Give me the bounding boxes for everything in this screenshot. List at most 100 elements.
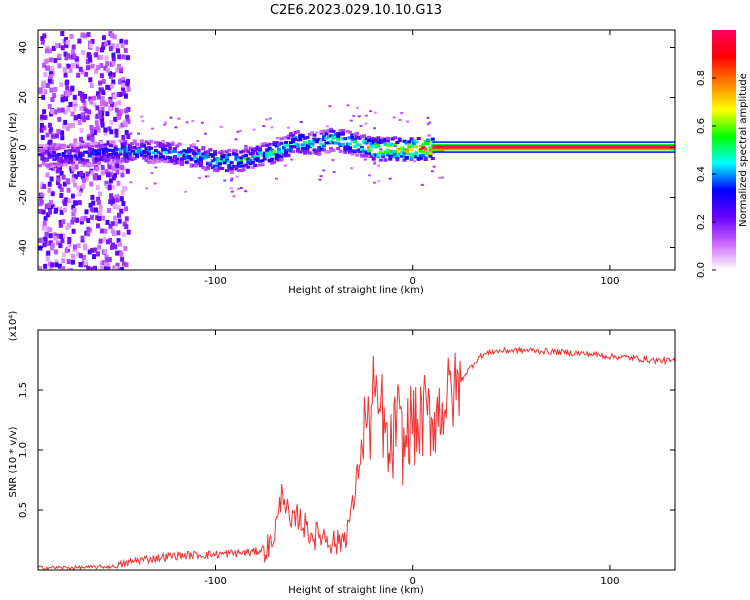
spectrogram-cell xyxy=(236,162,241,166)
spectrogram-cell xyxy=(45,132,50,138)
spectrogram-cell xyxy=(66,156,71,160)
spectrogram-cell xyxy=(120,172,125,178)
spectrogram-cell xyxy=(184,190,188,193)
spectrogram-cell xyxy=(96,223,100,229)
spectrogram-cell xyxy=(146,155,151,159)
spectrogram-cell xyxy=(208,148,213,152)
spectrogram-cell xyxy=(319,138,324,142)
spectrogram-cell xyxy=(390,154,395,158)
spectrogram-cell xyxy=(129,132,133,135)
spectrogram-cell xyxy=(201,152,206,156)
spectrogram-cell xyxy=(393,155,397,159)
spectrogram-cell xyxy=(64,37,69,43)
spectrogram-cell xyxy=(388,154,393,158)
spectrogram-cell xyxy=(70,219,75,225)
spectrogram-cell xyxy=(48,227,53,233)
spectrogram-cell xyxy=(82,106,87,112)
spectrogram-cell xyxy=(41,225,46,231)
spectrogram-cell xyxy=(343,147,348,151)
spectrogram-cell xyxy=(104,254,109,260)
spectrogram-x-tick-label: 100 xyxy=(600,276,619,287)
spectrogram-cell xyxy=(61,159,66,163)
spectrogram-cell xyxy=(87,163,92,167)
spectrogram-cell xyxy=(40,114,45,120)
spectrogram-cell xyxy=(208,152,213,156)
spectrogram-cell xyxy=(73,138,78,144)
spectrogram-cell xyxy=(57,116,62,122)
spectrogram-cell xyxy=(45,83,50,88)
spectrogram-cell xyxy=(108,46,113,52)
spectrogram-cell xyxy=(109,148,113,152)
spectrogram-cell xyxy=(222,161,227,165)
spectrogram-cell xyxy=(121,82,126,88)
spectrogram-cell xyxy=(167,161,171,164)
spectrogram-cell xyxy=(234,149,239,153)
spectrogram-cell xyxy=(107,164,112,170)
spectrogram-cell xyxy=(400,146,405,150)
spectrogram-cell xyxy=(355,153,360,157)
spectrogram-cell xyxy=(144,158,149,162)
spectrogram-cell xyxy=(77,114,82,119)
spectrogram-cell xyxy=(281,149,286,153)
spectrogram-cell xyxy=(217,162,222,166)
spectrogram-cell xyxy=(126,106,131,112)
spectrogram-cell xyxy=(120,157,125,161)
spectrogram-cell xyxy=(367,145,371,149)
spectrogram-cell xyxy=(79,219,84,225)
spectrogram-cell xyxy=(66,150,71,154)
spectrogram-cell xyxy=(196,140,200,142)
spectrogram-cell xyxy=(333,141,338,145)
spectrogram-cell xyxy=(137,147,142,151)
spectrogram-cell xyxy=(50,66,55,72)
spectrogram-cell xyxy=(70,62,75,68)
spectrogram-cell xyxy=(46,212,51,218)
spectrogram-cell xyxy=(343,149,348,153)
spectrogram-cell xyxy=(194,160,199,164)
spectrogram-cell xyxy=(291,150,296,154)
spectrogram-cell xyxy=(101,148,106,151)
spectrogram-cell xyxy=(104,55,109,61)
spectrogram-cell xyxy=(265,155,270,159)
spectrogram-cell xyxy=(364,114,368,117)
spectrogram-cell xyxy=(132,152,137,156)
spectrogram-cell xyxy=(307,151,312,155)
spectrogram-cell xyxy=(98,238,103,244)
spectrogram-cell xyxy=(151,127,154,130)
spectrogram-cell xyxy=(61,143,66,147)
spectrogram-cell xyxy=(113,244,118,250)
spectrogram-cell xyxy=(81,178,86,184)
spectrogram-cell xyxy=(402,139,407,143)
spectrogram-cell xyxy=(125,114,130,120)
spectrogram-cell xyxy=(122,90,127,96)
spectrogram-cell xyxy=(116,230,121,236)
spectrogram-cell xyxy=(105,111,110,117)
spectrogram-cell xyxy=(154,145,158,148)
spectrogram-cell xyxy=(106,168,111,174)
spectrogram-cell xyxy=(71,149,76,153)
spectrogram-cell xyxy=(378,158,383,162)
spectrogram-cell xyxy=(73,99,78,104)
spectrogram-cell xyxy=(156,157,161,161)
spectrogram-cell xyxy=(61,151,66,155)
spectrogram-cell xyxy=(71,156,76,162)
spectrogram-cell xyxy=(239,161,244,165)
spectrogram-cell xyxy=(355,143,360,147)
spectrogram-cell xyxy=(39,123,44,128)
spectrogram-cell xyxy=(268,117,272,120)
spectrogram-cell xyxy=(213,164,218,168)
snr-x-tick-label: 0 xyxy=(410,576,416,587)
spectrogram-cell xyxy=(112,204,117,209)
spectrogram-cell xyxy=(80,69,85,75)
spectrogram-cell xyxy=(352,138,357,141)
spectrogram-cell xyxy=(100,96,105,101)
spectrogram-cell xyxy=(109,153,113,156)
spectrogram-cell xyxy=(85,59,90,64)
spectrogram-cell xyxy=(433,149,438,153)
spectrogram-cell xyxy=(198,159,203,163)
spectrogram-cell xyxy=(66,107,71,113)
spectrogram-cell xyxy=(127,146,132,149)
spectrogram-cell xyxy=(229,166,234,170)
spectrogram-cell xyxy=(121,232,126,238)
spectrogram-cell xyxy=(105,61,110,67)
spectrogram-cell xyxy=(119,208,124,214)
